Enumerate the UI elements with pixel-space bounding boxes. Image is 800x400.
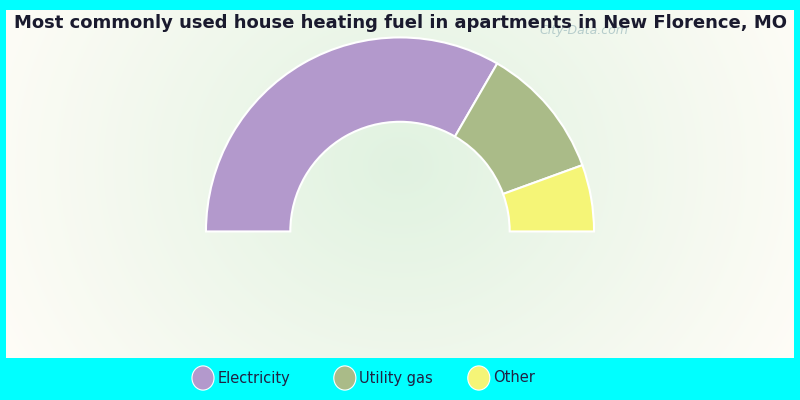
Text: Other: Other (493, 370, 535, 386)
Text: Most commonly used house heating fuel in apartments in New Florence, MO: Most commonly used house heating fuel in… (14, 14, 786, 32)
Text: City-Data.com: City-Data.com (539, 24, 628, 37)
Text: Utility gas: Utility gas (359, 370, 433, 386)
Ellipse shape (468, 366, 490, 390)
Ellipse shape (192, 366, 214, 390)
Wedge shape (206, 38, 497, 232)
Text: Electricity: Electricity (217, 370, 290, 386)
Wedge shape (455, 64, 582, 194)
Ellipse shape (334, 366, 356, 390)
Wedge shape (503, 165, 594, 232)
